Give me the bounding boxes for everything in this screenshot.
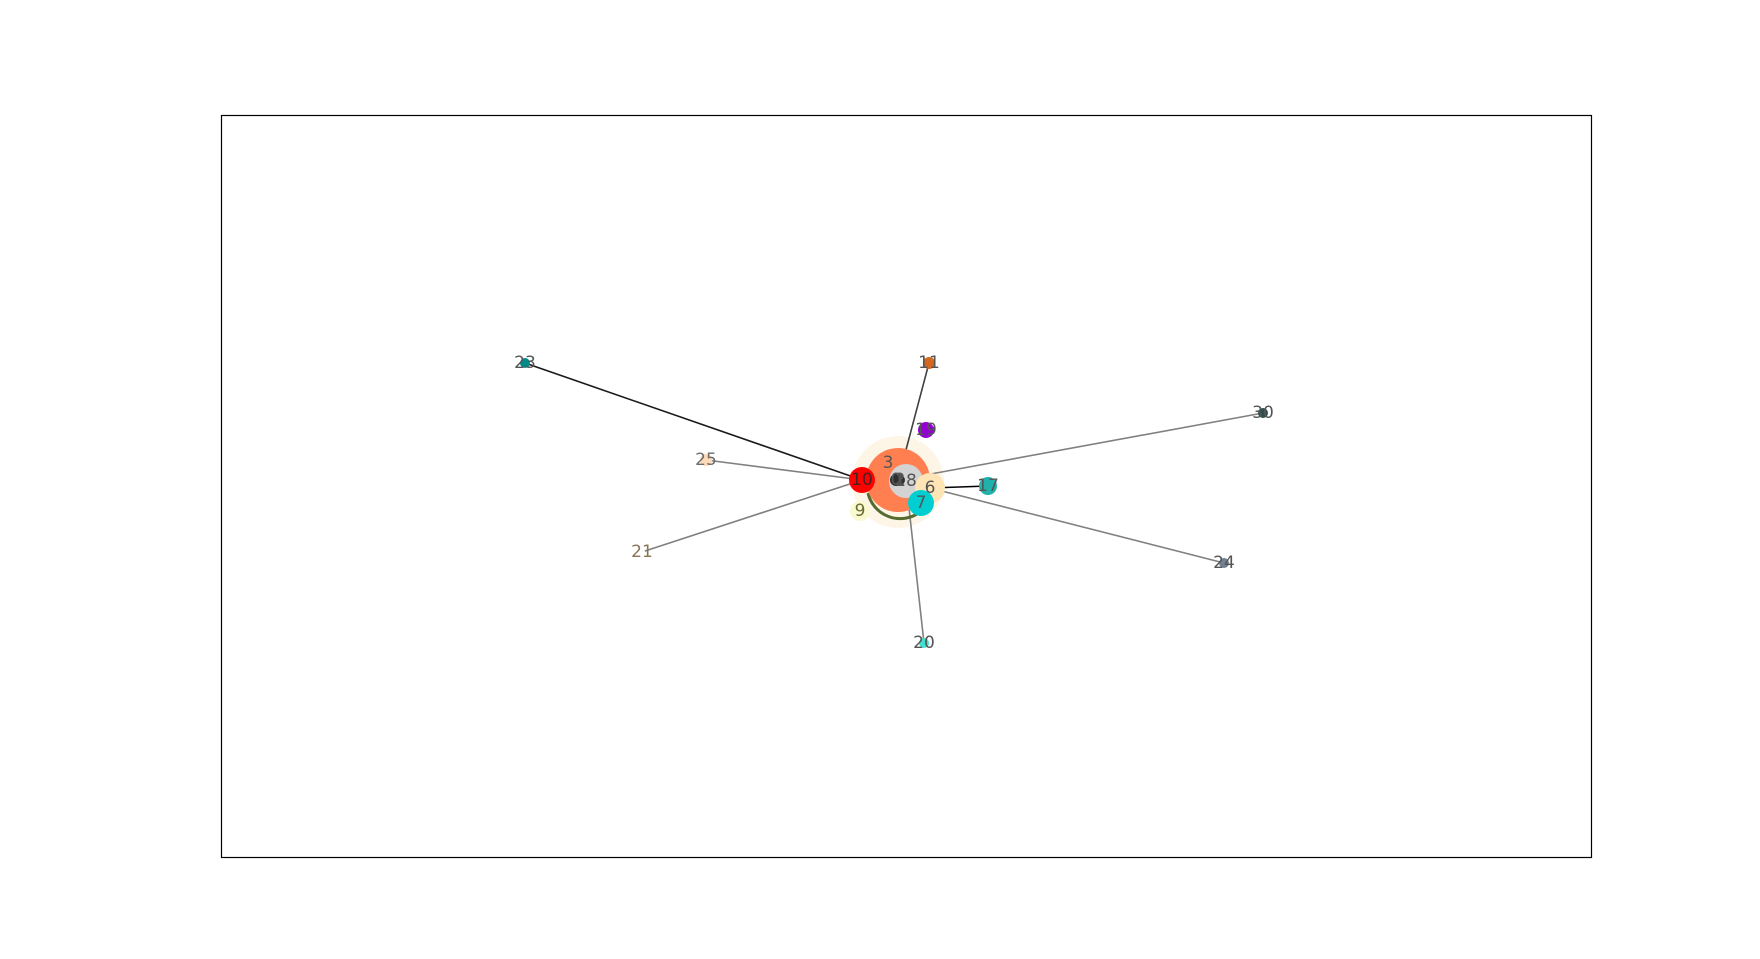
node-label-9: 9 <box>855 501 866 521</box>
edge-3-30 <box>897 412 1264 481</box>
node-label-25: 25 <box>695 450 717 470</box>
node-17 <box>979 477 997 495</box>
plot-border <box>220 114 1593 859</box>
node-9 <box>850 501 870 521</box>
node-18 <box>889 464 923 498</box>
node-2 <box>895 475 905 485</box>
node-21 <box>639 549 645 555</box>
node-30 <box>1258 408 1268 418</box>
node-25 <box>700 454 712 466</box>
node-10 <box>849 467 875 493</box>
node-24 <box>1219 558 1229 568</box>
node-label-6: 6 <box>925 478 936 498</box>
node-label-2: 2 <box>895 470 906 490</box>
node-7 <box>908 490 934 516</box>
node-label-23: 23 <box>514 353 536 373</box>
nodes-layer <box>520 357 1268 648</box>
node-label-0: 0 <box>891 470 902 490</box>
node-label-30: 30 <box>1252 403 1274 423</box>
edge-10-21 <box>641 479 863 553</box>
edge-6-24 <box>929 487 1225 564</box>
node-label-20: 20 <box>913 633 935 653</box>
node-19 <box>918 422 934 438</box>
edge-10-23 <box>524 362 863 481</box>
edge-10-25 <box>705 459 863 481</box>
node-label-24: 24 <box>1213 553 1235 573</box>
node-20 <box>919 638 929 648</box>
node-label-3: 3 <box>883 453 894 473</box>
node-23 <box>520 358 530 368</box>
edge-arc <box>866 492 921 521</box>
node-label-10: 10 <box>851 470 873 490</box>
node-label-17: 17 <box>977 476 999 496</box>
node-label-18: 18 <box>895 471 917 491</box>
node-label-11: 11 <box>918 353 940 373</box>
node-label-19: 19 <box>915 420 937 440</box>
node-label-21: 21 <box>631 542 653 562</box>
node-11 <box>923 357 935 369</box>
node-label-7: 7 <box>916 493 927 513</box>
